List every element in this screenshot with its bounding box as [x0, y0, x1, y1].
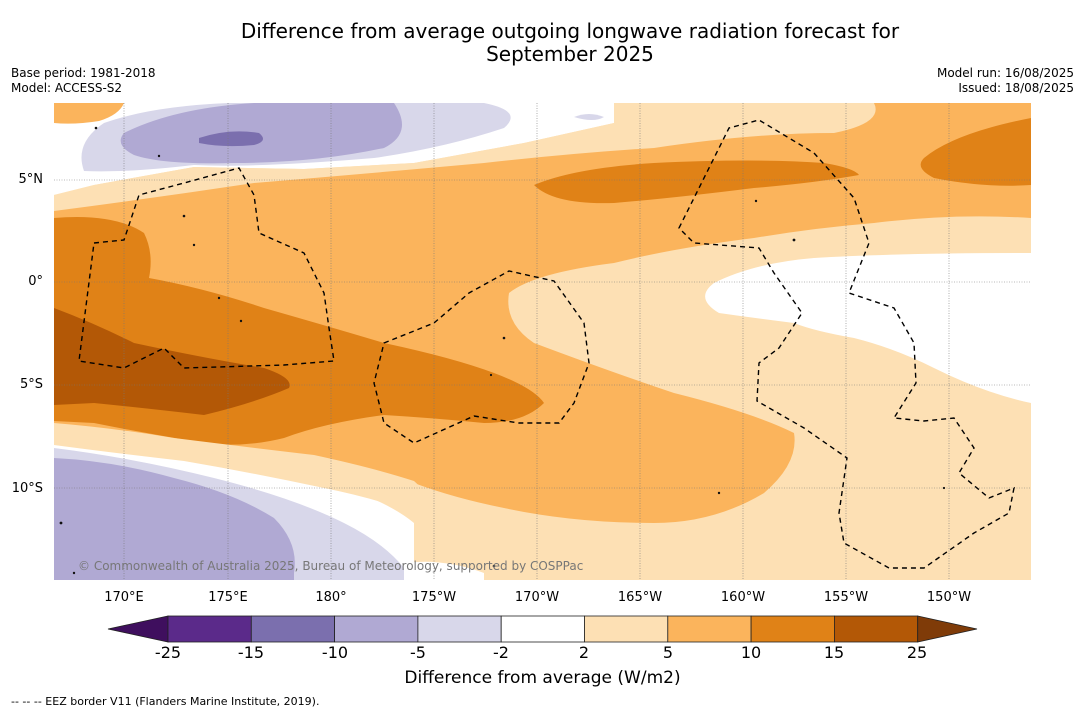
contour-p10-north	[534, 160, 859, 204]
eez-border-tuvalu	[78, 167, 335, 369]
island-dot	[717, 491, 721, 495]
lon-label-155w: 155°W	[823, 590, 869, 605]
island-dot	[72, 571, 76, 575]
colorbar-bin-n10-n5	[334, 615, 419, 643]
eez-footnote: -- -- -- EEZ border V11 (Flanders Marine…	[11, 695, 320, 708]
lon-label-160w: 160°W	[720, 590, 766, 605]
contour-n10-topleft	[199, 131, 263, 147]
colorbar-bin-n15-n10	[250, 615, 336, 643]
colorbar-extend-high	[917, 615, 978, 643]
colorbar-tick: -5	[410, 643, 426, 662]
graticule	[54, 103, 1031, 580]
map-title: Difference from average outgoing longwav…	[0, 20, 1085, 66]
island-dot	[792, 238, 796, 242]
lat-label-0: 0°	[28, 274, 43, 289]
contour-zero-bottom-mid	[404, 561, 484, 580]
colorbar-tick: -15	[237, 643, 265, 662]
lon-label-175w: 175°W	[411, 590, 457, 605]
colorbar-bin-p10-p15	[750, 615, 835, 643]
issued-date: Issued: 18/08/2025	[958, 81, 1074, 95]
islands	[59, 126, 946, 575]
contour-p2-south-strip	[54, 423, 424, 513]
colorbar-bin-p2-p5	[584, 615, 669, 643]
colorbar-tick: -25	[154, 643, 182, 662]
lat-label-5n: 5°N	[18, 172, 44, 187]
colorbar-bin-n2-p2	[500, 615, 585, 643]
colorbar-tick: 10	[740, 643, 762, 662]
map-contours	[54, 103, 1031, 580]
colorbar-bin-n5-n2	[417, 615, 502, 643]
island-dot	[489, 373, 493, 377]
model-name: Model: ACCESS-S2	[11, 81, 123, 95]
colorbar-label: Difference from average (W/m2)	[404, 668, 681, 688]
island-dot	[94, 126, 98, 130]
contour-n2-small2	[574, 114, 604, 120]
island-dot	[192, 243, 196, 247]
colorbar-bin-n25-n15	[167, 615, 252, 643]
contour-zero-east	[705, 253, 1031, 403]
title-line-2: September 2025	[486, 42, 654, 66]
lat-label-5s: 5°S	[19, 377, 43, 392]
lon-label-150w: 150°W	[926, 590, 972, 605]
contour-p10-northeast	[920, 118, 1031, 186]
colorbar-bin-p15-p25	[834, 615, 919, 643]
colorbar-bin-p5-p10	[667, 615, 752, 643]
island-dot	[182, 214, 186, 218]
model-run: Model run: 16/08/2025	[936, 66, 1074, 80]
lon-label-170e: 170°E	[104, 590, 144, 605]
island-dot	[754, 199, 758, 203]
eez-borders	[78, 119, 1015, 569]
title-line-1: Difference from average outgoing longwav…	[240, 19, 900, 43]
contour-n5-bottomleft	[54, 458, 295, 580]
colorbar-tick: 15	[823, 643, 845, 662]
island-dot	[59, 521, 63, 525]
island-dot	[217, 296, 221, 300]
island-dot	[502, 336, 506, 340]
lon-label-175e: 175°E	[208, 590, 248, 605]
lon-label-180: 180°	[315, 590, 347, 605]
map-plot	[54, 103, 1031, 580]
lat-label-10s: 10°S	[11, 481, 43, 496]
colorbar-tick: 5	[662, 643, 674, 662]
eez-border-kiribati	[678, 119, 1015, 569]
island-dot	[157, 154, 161, 158]
lon-label-165w: 165°W	[617, 590, 663, 605]
contour-n5-topleft	[120, 103, 403, 164]
meta-right: Model run: 16/08/2025 Issued: 18/08/2025	[937, 66, 1074, 96]
island-dot	[239, 319, 243, 323]
colorbar-tick: -10	[321, 643, 349, 662]
lon-label-170w: 170°W	[514, 590, 560, 605]
colorbar-tick: 2	[578, 643, 590, 662]
colorbar-extend-low	[107, 615, 169, 643]
base-period: Base period: 1981-2018	[11, 66, 156, 80]
meta-left: Base period: 1981-2018 Model: ACCESS-S2	[11, 66, 156, 96]
colorbar-tick: 25	[906, 643, 928, 662]
island-dot	[942, 486, 946, 490]
contour-p5-topleft	[54, 103, 124, 124]
island-dot	[492, 564, 496, 568]
colorbar-tick: -2	[493, 643, 509, 662]
contour-p15-west	[54, 308, 290, 415]
copyright-note: © Commonwealth of Australia 2025, Bureau…	[78, 559, 584, 573]
eez-border-tokelau	[373, 270, 590, 444]
